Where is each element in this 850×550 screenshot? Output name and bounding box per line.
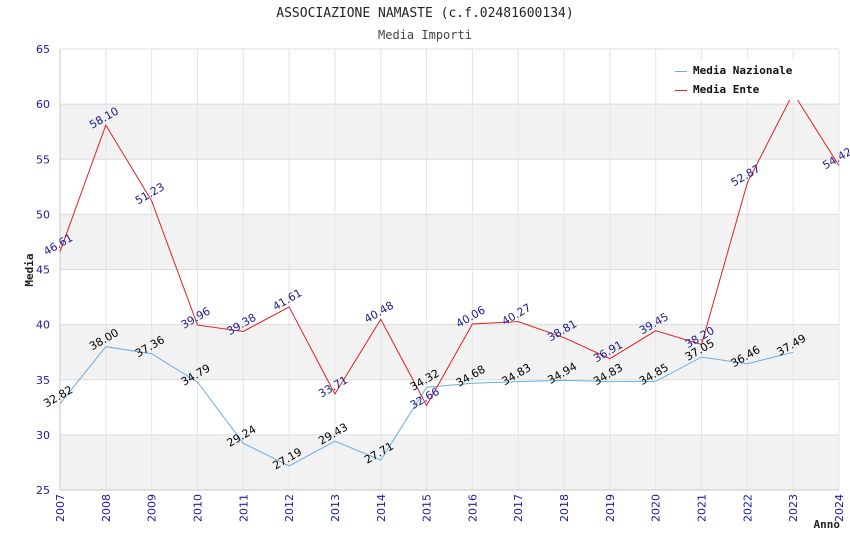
legend: Media Nazionale Media Ente bbox=[670, 60, 810, 100]
x-tick-label: 2014 bbox=[375, 494, 388, 522]
plot-band bbox=[60, 214, 839, 270]
legend-swatch-nazionale bbox=[675, 70, 687, 72]
x-tick-label: 2022 bbox=[741, 494, 754, 522]
x-tick-labels: 2007 2008 2009 2010 2011 2012 2013 2014 2015 2016… bbox=[54, 494, 846, 522]
chart-subtitle: Media Importi bbox=[378, 28, 472, 42]
x-tick-label: 2019 bbox=[604, 494, 617, 522]
x-tick-label: 2016 bbox=[466, 494, 479, 522]
x-tick-label: 2020 bbox=[650, 494, 663, 522]
x-tick-label: 2017 bbox=[512, 494, 525, 522]
x-tick-label: 2009 bbox=[146, 494, 159, 522]
series-line-ente bbox=[59, 92, 840, 407]
y-tick-label: 50 bbox=[36, 208, 50, 221]
chart-title: ASSOCIAZIONE NAMASTE (c.f.02481600134) bbox=[276, 6, 574, 21]
x-tick-label: 2024 bbox=[833, 494, 846, 522]
x-tick-label: 2010 bbox=[191, 494, 204, 522]
x-tick-label: 2007 bbox=[54, 494, 67, 522]
y-tick-label: 65 bbox=[36, 43, 50, 56]
y-tick-label: 55 bbox=[36, 153, 50, 166]
plot-band bbox=[60, 159, 839, 215]
y-tick-labels: 25 30 35 40 45 50 55 60 65 bbox=[36, 43, 50, 497]
x-tick-label: 2018 bbox=[558, 494, 571, 522]
y-tick-label: 35 bbox=[36, 374, 50, 387]
plot-band bbox=[60, 324, 839, 380]
plot-band bbox=[60, 269, 839, 325]
x-tick-label: 2011 bbox=[237, 494, 250, 522]
plot-frame bbox=[59, 49, 839, 491]
legend-label-nazionale: Media Nazionale bbox=[693, 64, 793, 77]
plot-bands bbox=[60, 49, 839, 490]
x-tick-label: 2012 bbox=[283, 494, 296, 522]
x-tick-label: 2015 bbox=[421, 494, 434, 522]
x-tick-label: 2013 bbox=[329, 494, 342, 522]
legend-item-ente: Media Ente bbox=[675, 82, 759, 98]
x-tick-label: 2008 bbox=[100, 494, 113, 522]
y-axis-title: Media bbox=[23, 253, 36, 286]
y-tick-label: 25 bbox=[36, 484, 50, 497]
y-tick-label: 30 bbox=[36, 429, 50, 442]
x-axis-title: Anno bbox=[814, 518, 841, 531]
plot-band bbox=[60, 379, 839, 435]
x-tick-label: 2023 bbox=[787, 494, 800, 522]
series-lines bbox=[59, 92, 840, 467]
legend-swatch-ente bbox=[675, 89, 687, 91]
plot-band bbox=[60, 434, 839, 490]
series-line-nazionale bbox=[59, 346, 794, 467]
legend-item-nazionale: Media Nazionale bbox=[675, 63, 792, 79]
legend-label-ente: Media Ente bbox=[693, 83, 760, 96]
y-tick-label: 45 bbox=[36, 264, 50, 277]
plot-band bbox=[60, 104, 839, 160]
x-tick-label: 2021 bbox=[696, 494, 709, 522]
y-tick-label: 40 bbox=[36, 319, 50, 332]
grid-lines bbox=[59, 48, 840, 491]
y-tick-label: 60 bbox=[36, 98, 50, 111]
